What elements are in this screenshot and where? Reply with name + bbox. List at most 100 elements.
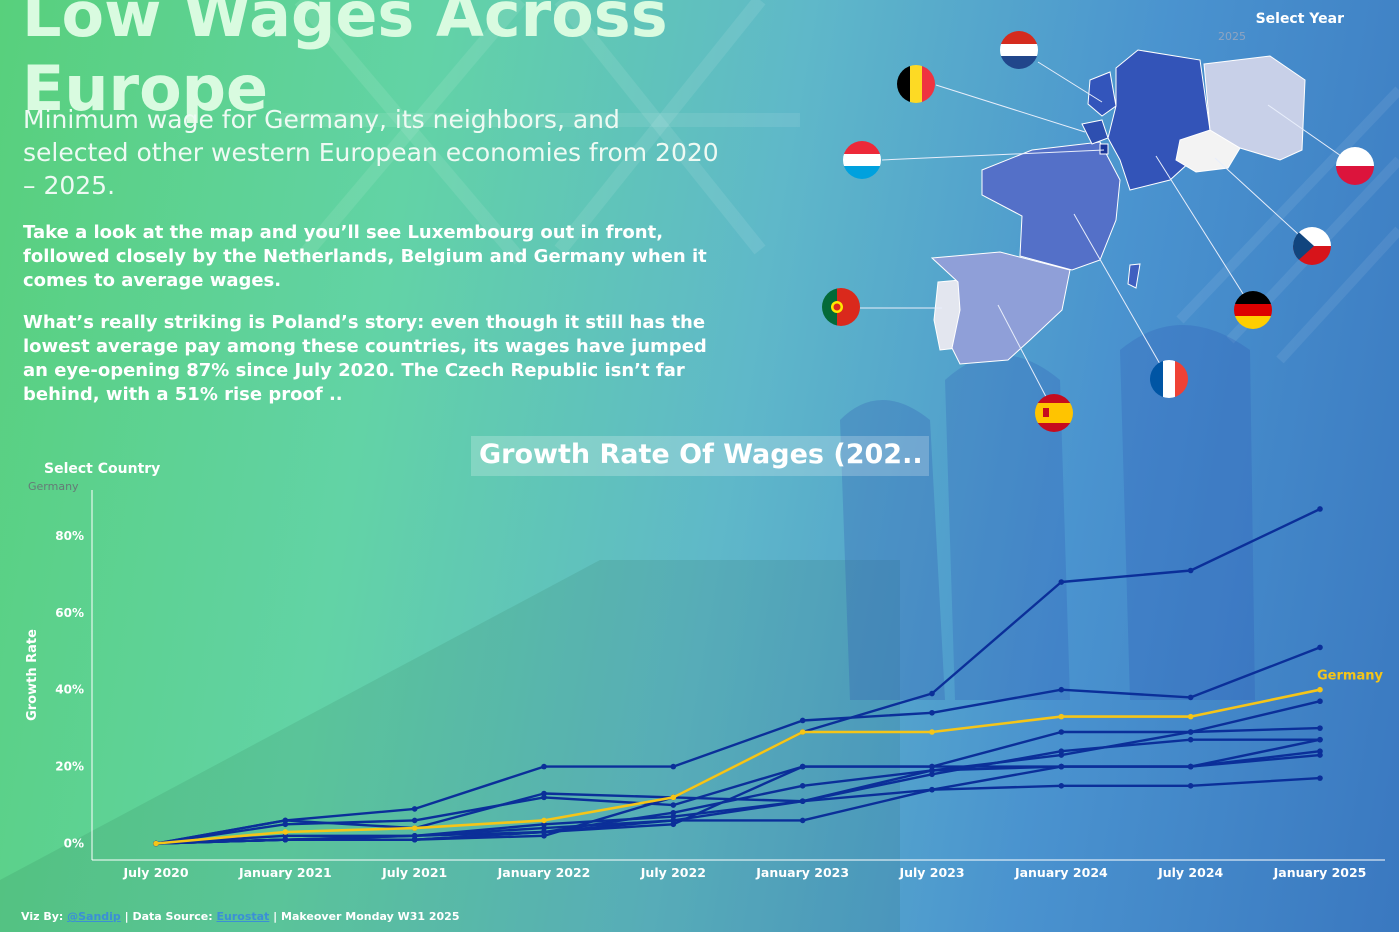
series-point	[282, 817, 289, 824]
year-filter-label: Select Year	[1255, 11, 1344, 27]
series-point	[541, 829, 547, 835]
series-point	[541, 821, 547, 828]
chart-title: Growth Rate Of Wages (202..	[471, 436, 929, 476]
series-point	[929, 709, 935, 716]
description-paragraph-1: Take a look at the map and you’ll see Lu…	[23, 222, 707, 291]
series-point	[1187, 736, 1194, 743]
belgium-flag[interactable]	[896, 64, 936, 104]
luxembourg-flag[interactable]	[842, 140, 882, 180]
map-france[interactable]	[981, 141, 1121, 271]
series-point	[411, 833, 418, 839]
poland-flag[interactable]	[1335, 146, 1375, 186]
series-line	[155, 646, 1321, 845]
series-line	[155, 726, 1321, 845]
series-point	[541, 817, 547, 824]
series-label: Germany	[1317, 669, 1383, 684]
series-point	[541, 794, 547, 801]
series-point	[282, 821, 289, 828]
series-point	[799, 783, 806, 789]
series-point	[411, 817, 418, 824]
footer-mid: | Data Source:	[120, 910, 217, 923]
series-line	[155, 738, 1321, 845]
series-point	[670, 794, 677, 801]
source-link[interactable]: Eurostat	[216, 910, 270, 923]
page-title: Low Wages Across Europe	[22, 0, 668, 125]
series-point	[1187, 694, 1194, 701]
series-point	[153, 840, 159, 847]
series-point	[799, 798, 806, 805]
series-point	[1317, 644, 1323, 651]
series-point	[1058, 752, 1065, 758]
series-point	[541, 790, 547, 797]
x-tick-label: July 2023	[898, 865, 964, 880]
series-point	[799, 717, 806, 724]
series-point	[411, 825, 418, 831]
x-tick-label: July 2021	[381, 865, 447, 880]
series-point	[929, 771, 935, 778]
author-link[interactable]: @Sandip	[67, 910, 121, 923]
year-filter-select[interactable]: 2025	[1218, 30, 1246, 43]
country-filter-label: Select Country	[44, 461, 161, 477]
x-tick-label: January 2023	[755, 865, 849, 880]
series-point	[799, 729, 806, 735]
x-tick-label: January 2021	[238, 865, 332, 880]
y-tick-label: 20%	[55, 760, 84, 774]
series-line	[155, 700, 1321, 845]
france-flag[interactable]	[1149, 359, 1189, 399]
series-line	[155, 776, 1321, 845]
series-point	[670, 763, 677, 770]
footer: Viz By: @Sandip | Data Source: Eurostat …	[21, 910, 459, 923]
x-tick-label: July 2024	[1157, 865, 1223, 880]
series-point	[541, 833, 547, 839]
europe-map	[821, 30, 1375, 433]
czech-flag[interactable]	[1292, 226, 1332, 266]
germany-flag[interactable]	[1233, 290, 1273, 330]
series-point	[1317, 736, 1323, 743]
map-luxembourg[interactable]	[1099, 143, 1109, 155]
series-point	[929, 690, 935, 697]
series-point	[282, 836, 289, 843]
x-tick-label: January 2025	[1273, 865, 1367, 880]
series-line	[155, 738, 1320, 845]
series-point	[1187, 783, 1194, 789]
series-point	[1058, 729, 1065, 735]
x-tick-label: July 2020	[122, 865, 188, 880]
series-point	[1058, 686, 1065, 693]
series-line	[155, 507, 1321, 845]
portugal-flag[interactable]	[821, 287, 861, 327]
series-point	[1058, 763, 1065, 770]
series-point	[1317, 698, 1323, 705]
map-belgium[interactable]	[1081, 119, 1109, 145]
series-point	[1187, 567, 1194, 574]
series-point	[1317, 748, 1323, 755]
map-netherlands[interactable]	[1087, 71, 1117, 117]
series-point	[670, 813, 677, 820]
country-filter-select[interactable]: Germany	[28, 480, 79, 493]
footer-prefix: Viz By:	[21, 910, 68, 923]
series-point	[1058, 783, 1065, 789]
y-tick-label: 0%	[64, 837, 84, 851]
series-point	[929, 767, 935, 774]
series-point	[541, 825, 547, 831]
netherlands-flag[interactable]	[999, 30, 1039, 70]
series-point	[1317, 686, 1323, 693]
series-point	[929, 786, 935, 793]
series-point	[670, 821, 677, 828]
series-point	[1058, 579, 1065, 585]
page-subtitle: Minimum wage for Germany, its neighbors,…	[23, 105, 719, 200]
series-point	[1317, 752, 1323, 758]
series-point	[411, 836, 418, 843]
series-point	[1058, 748, 1065, 755]
series-point	[1187, 729, 1194, 735]
series-point	[1187, 713, 1194, 720]
series-point	[1317, 775, 1323, 781]
series-point	[541, 763, 547, 770]
map-poland[interactable]	[1203, 55, 1306, 161]
spain-flag[interactable]	[1034, 393, 1074, 433]
series-point	[282, 829, 289, 835]
series-point	[799, 817, 806, 824]
growth-rate-chart: 0% 20% 40% 60% 80% July 2020 January 2021 July …	[25, 490, 1385, 880]
map-spain[interactable]	[930, 251, 1071, 365]
series-point	[1317, 506, 1323, 512]
description-paragraph-2: What’s really striking is Poland’s story…	[23, 312, 707, 405]
